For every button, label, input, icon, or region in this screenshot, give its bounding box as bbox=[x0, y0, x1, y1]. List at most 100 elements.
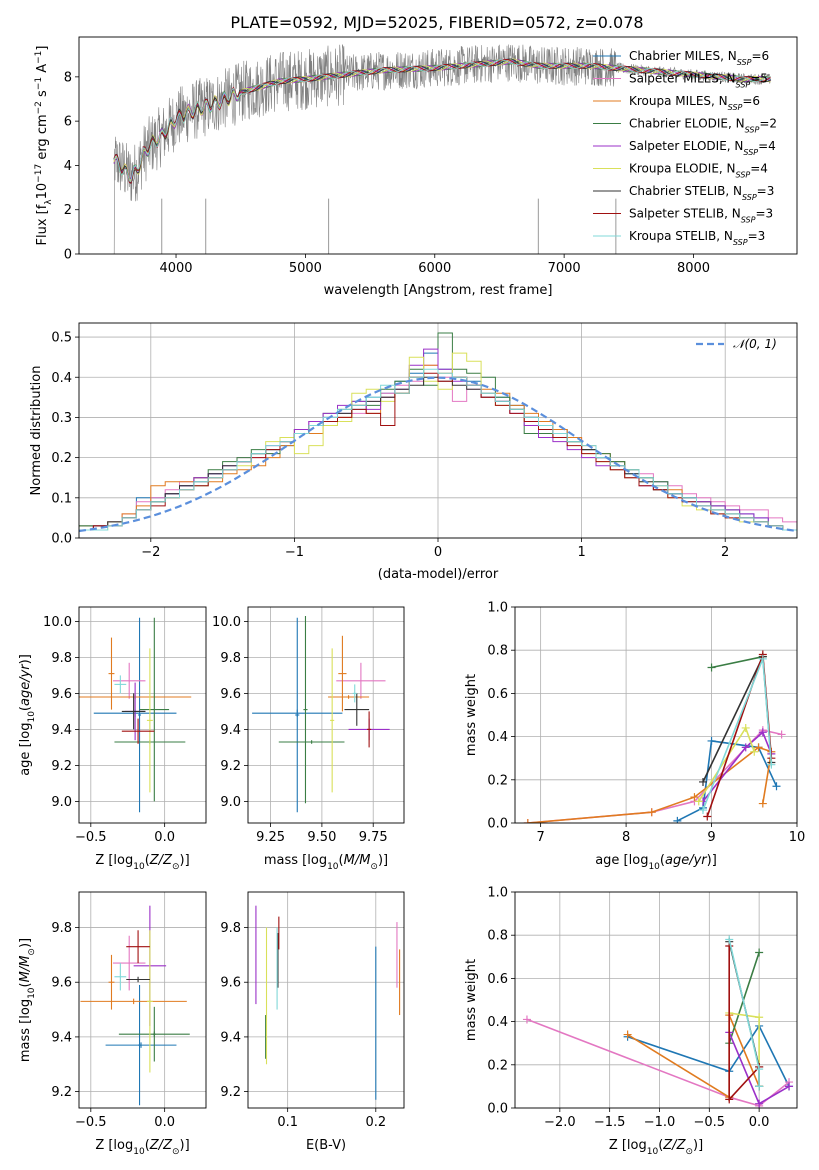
x-tick-label: 0 bbox=[434, 545, 442, 560]
y-tick-label: 9.0 bbox=[51, 795, 72, 810]
legend-label: 𝒩(0, 1) bbox=[733, 337, 777, 351]
axes-frame bbox=[514, 606, 798, 824]
x-axis-label: mass [log10(M/M⊙)] bbox=[264, 853, 388, 872]
plot-area bbox=[252, 616, 390, 813]
weight-line bbox=[698, 726, 756, 802]
x-tick-label: 9 bbox=[707, 830, 715, 845]
x-axis-label: wavelength [Angstrom, rest frame] bbox=[324, 283, 553, 298]
y-tick-label: 0.0 bbox=[487, 817, 508, 832]
plot-area bbox=[523, 650, 786, 823]
EBV-vs-mass-panel: 0.1 0.2 9.2 9.4 9.6 9.8 E(B-V) bbox=[220, 891, 405, 1153]
x-axis-label: (data-model)/error bbox=[378, 567, 499, 582]
x-tick-label: 0.0 bbox=[154, 830, 175, 845]
weight-marker bbox=[703, 812, 712, 821]
weight-line bbox=[711, 655, 763, 669]
y-tick-label: 9.2 bbox=[51, 1085, 72, 1100]
y-tick-label: 9.2 bbox=[220, 759, 241, 774]
y-tick-label: 9.6 bbox=[220, 976, 241, 991]
plot-area bbox=[80, 905, 190, 1106]
x-tick-label: 0.1 bbox=[277, 1115, 298, 1130]
weight-marker bbox=[523, 819, 532, 823]
x-tick-label: 10 bbox=[789, 830, 806, 845]
legend-label: Chabrier STELIB, NSSP=3 bbox=[629, 184, 774, 202]
age-vs-mass-weight-panel: 7 8 9 10 0.0 0.2 0.4 0.6 0.8 1.0 age [log10(age/yr… bbox=[464, 601, 805, 873]
weight-marker bbox=[750, 747, 759, 756]
weight-line bbox=[677, 739, 778, 822]
weight-marker bbox=[755, 1099, 764, 1108]
axes-frame bbox=[247, 891, 405, 1109]
x-tick-label: 8 bbox=[622, 830, 630, 845]
plot-area bbox=[79, 617, 192, 813]
x-tick-label: 5000 bbox=[289, 261, 322, 276]
x-tick-label: 7000 bbox=[548, 261, 581, 276]
y-tick-label: 0.5 bbox=[51, 331, 72, 346]
x-tick-label: −0.5 bbox=[75, 830, 107, 845]
x-tick-label: −1.5 bbox=[594, 1115, 626, 1130]
weight-marker bbox=[699, 777, 707, 786]
x-tick-label: 8000 bbox=[677, 261, 710, 276]
x-axis-label: age [log10(age/yr)] bbox=[595, 853, 717, 872]
weight-marker bbox=[758, 728, 767, 737]
weight-marker bbox=[758, 799, 767, 808]
mass-vs-age-panel: 9.25 9.50 9.75 9.0 9.2 9.4 9.6 9.8 10.0 mass [log… bbox=[212, 606, 405, 872]
legend-label: Kroupa STELIB, NSSP=3 bbox=[629, 229, 765, 247]
y-tick-label: 9.6 bbox=[51, 687, 72, 702]
weight-marker bbox=[785, 1082, 794, 1091]
x-axis-label: Z [log10(Z/Z⊙)] bbox=[95, 1138, 189, 1157]
weight-marker bbox=[522, 1015, 531, 1024]
x-tick-label: −1 bbox=[285, 545, 304, 560]
y-tick-label: 9.4 bbox=[220, 723, 241, 738]
weight-marker bbox=[755, 1013, 764, 1022]
y-tick-label: 1.0 bbox=[487, 601, 508, 616]
x-tick-label: 9.50 bbox=[307, 830, 336, 845]
model-spectrum-line bbox=[113, 59, 771, 180]
y-tick-label: 10.0 bbox=[43, 615, 72, 630]
y-axis-label: mass weight bbox=[464, 674, 479, 756]
weight-marker bbox=[755, 1065, 764, 1074]
weight-marker bbox=[707, 663, 716, 672]
x-tick-label: 9.25 bbox=[256, 830, 285, 845]
y-axis-label: age [log10(age/yr)] bbox=[18, 654, 37, 776]
y-tick-label: 8 bbox=[64, 70, 72, 85]
axes-frame bbox=[78, 891, 207, 1109]
y-tick-label: 9.4 bbox=[51, 1030, 72, 1045]
Z-vs-mass-weight-panel: −2.0 −1.5 −1.0 −0.5 0.0 0.0 0.2 0.4 0.6 0.8 1.0 Z [… bbox=[464, 886, 798, 1157]
weight-line bbox=[527, 729, 782, 823]
legend-label: Chabrier MILES, NSSP=6 bbox=[629, 49, 769, 67]
y-axis-label: mass weight bbox=[464, 959, 479, 1041]
x-tick-label: 0.0 bbox=[749, 1115, 770, 1130]
plot-area bbox=[79, 332, 797, 538]
y-tick-label: 0.4 bbox=[487, 1015, 508, 1030]
y-tick-label: 0 bbox=[64, 248, 72, 263]
y-tick-label: 9.8 bbox=[220, 921, 241, 936]
y-tick-label: 0.8 bbox=[487, 644, 508, 659]
y-tick-label: 0.8 bbox=[487, 929, 508, 944]
x-tick-label: −2.0 bbox=[544, 1115, 576, 1130]
y-tick-label: 10.0 bbox=[212, 615, 241, 630]
plot-area bbox=[522, 935, 794, 1108]
y-tick-label: 9.8 bbox=[220, 651, 241, 666]
x-tick-label: 0.0 bbox=[154, 1115, 175, 1130]
x-tick-label: 7 bbox=[536, 830, 544, 845]
axes-frame bbox=[247, 606, 405, 824]
y-tick-label: 0.0 bbox=[487, 1102, 508, 1117]
normal-curve bbox=[79, 376, 797, 533]
weight-marker bbox=[767, 760, 776, 769]
axes-frame bbox=[78, 36, 798, 255]
y-tick-label: 0.6 bbox=[487, 972, 508, 987]
weight-line bbox=[728, 952, 760, 1044]
histogram-step bbox=[79, 368, 797, 538]
weight-marker bbox=[694, 797, 703, 806]
x-tick-label: 4000 bbox=[159, 261, 192, 276]
x-tick-label: 9.75 bbox=[359, 830, 388, 845]
weight-marker bbox=[647, 808, 656, 817]
x-axis-label: E(B-V) bbox=[306, 1138, 346, 1153]
y-tick-label: 0.6 bbox=[487, 687, 508, 702]
y-tick-label: 0.2 bbox=[487, 773, 508, 788]
weight-marker bbox=[623, 1030, 632, 1039]
weight-marker bbox=[725, 1095, 734, 1104]
weight-marker bbox=[755, 1082, 764, 1091]
weight-marker bbox=[690, 793, 699, 802]
Z-vs-age-panel: −0.5 0.0 9.0 9.2 9.4 9.6 9.8 10.0 Z [log10(Z/Z⊙)… bbox=[18, 606, 207, 872]
